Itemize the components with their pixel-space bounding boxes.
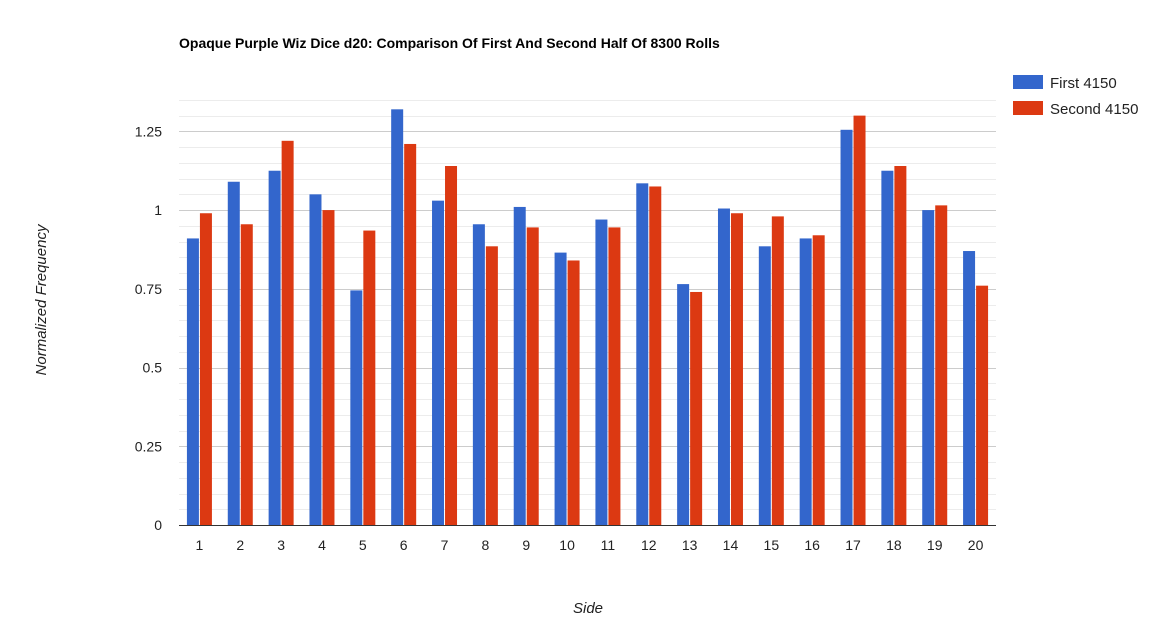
bar-first-side-5 (350, 290, 363, 525)
legend-swatch (1013, 101, 1043, 115)
legend-swatch (1013, 75, 1043, 89)
x-tick-label: 16 (804, 537, 820, 553)
x-tick-label: 8 (481, 537, 489, 553)
x-tick-label: 10 (559, 537, 575, 553)
bar-first-side-4 (309, 194, 322, 525)
bar-first-side-7 (432, 200, 445, 526)
bar-first-side-14 (717, 208, 730, 525)
bar-first-side-8 (472, 224, 485, 525)
legend-label: Second 4150 (1050, 101, 1138, 118)
x-tick-label: 2 (236, 537, 244, 553)
y-tick-label: 1.25 (135, 123, 162, 139)
bar-second-side-16 (812, 235, 825, 525)
bar-second-side-15 (771, 216, 784, 525)
bar-second-side-7 (445, 166, 458, 525)
y-tick-label: 1 (154, 202, 162, 218)
bar-second-side-18 (894, 166, 907, 525)
bar-first-side-12 (636, 183, 649, 525)
bar-second-side-5 (363, 230, 376, 525)
bar-second-side-1 (199, 213, 212, 526)
y-axis-label: Normalized Frequency (33, 223, 50, 375)
bar-second-side-10 (567, 260, 580, 525)
bar-first-side-18 (881, 170, 894, 525)
bar-first-side-6 (391, 109, 404, 525)
bar-second-side-9 (526, 227, 539, 526)
bar-first-side-16 (799, 238, 812, 525)
bar-first-side-1 (186, 238, 199, 525)
y-tick-label: 0.25 (135, 438, 162, 454)
bar-second-side-13 (690, 291, 703, 525)
bar-second-side-11 (608, 227, 621, 526)
bar-second-side-3 (281, 140, 294, 525)
bar-second-side-4 (322, 210, 335, 525)
bars (186, 109, 989, 526)
y-axis-ticks: 0 0.25 0.5 0.75 1 1.25 (135, 123, 162, 533)
legend: First 4150 Second 4150 (1013, 75, 1138, 118)
x-tick-label: 7 (441, 537, 449, 553)
x-tick-label: 9 (522, 537, 530, 553)
gridlines (179, 100, 996, 510)
bar-first-side-10 (554, 252, 567, 525)
bar-first-side-11 (595, 219, 608, 525)
y-tick-label: 0 (154, 517, 162, 533)
x-tick-label: 11 (601, 537, 616, 553)
x-tick-label: 1 (196, 537, 204, 553)
bar-second-side-19 (935, 205, 948, 525)
x-tick-label: 4 (318, 537, 326, 553)
x-tick-label: 13 (682, 537, 698, 553)
legend-label: First 4150 (1050, 75, 1117, 92)
bar-first-side-9 (513, 206, 526, 525)
x-tick-label: 18 (886, 537, 902, 553)
bar-first-side-3 (268, 170, 281, 525)
bar-first-side-15 (758, 246, 771, 525)
x-tick-label: 3 (277, 537, 285, 553)
x-tick-label: 14 (723, 537, 739, 553)
bar-second-side-20 (976, 285, 989, 525)
bar-second-side-17 (853, 115, 866, 526)
bar-first-side-13 (677, 284, 690, 525)
chart-title: Opaque Purple Wiz Dice d20: Comparison O… (179, 35, 720, 51)
x-tick-label: 12 (641, 537, 657, 553)
bar-first-side-19 (922, 210, 935, 525)
y-tick-label: 0.75 (135, 281, 162, 297)
x-tick-label: 20 (968, 537, 984, 553)
x-tick-label: 5 (359, 537, 367, 553)
bar-second-side-2 (240, 224, 253, 525)
x-tick-label: 19 (927, 537, 943, 553)
bar-second-side-8 (485, 246, 498, 525)
bar-first-side-17 (840, 129, 853, 525)
x-tick-label: 17 (845, 537, 861, 553)
bar-first-side-20 (963, 251, 976, 525)
bar-second-side-14 (730, 213, 743, 526)
bar-first-side-2 (227, 181, 240, 525)
x-axis-ticks: 1 2 3 4 5 6 7 8 9 10 11 12 13 14 15 16 17 18 19 20 (196, 537, 984, 553)
bar-second-side-12 (649, 186, 662, 526)
y-tick-label: 0.5 (143, 360, 163, 376)
x-tick-label: 15 (764, 537, 780, 553)
x-tick-label: 6 (400, 537, 408, 553)
bar-second-side-6 (404, 143, 417, 525)
x-axis-label: Side (573, 600, 603, 617)
